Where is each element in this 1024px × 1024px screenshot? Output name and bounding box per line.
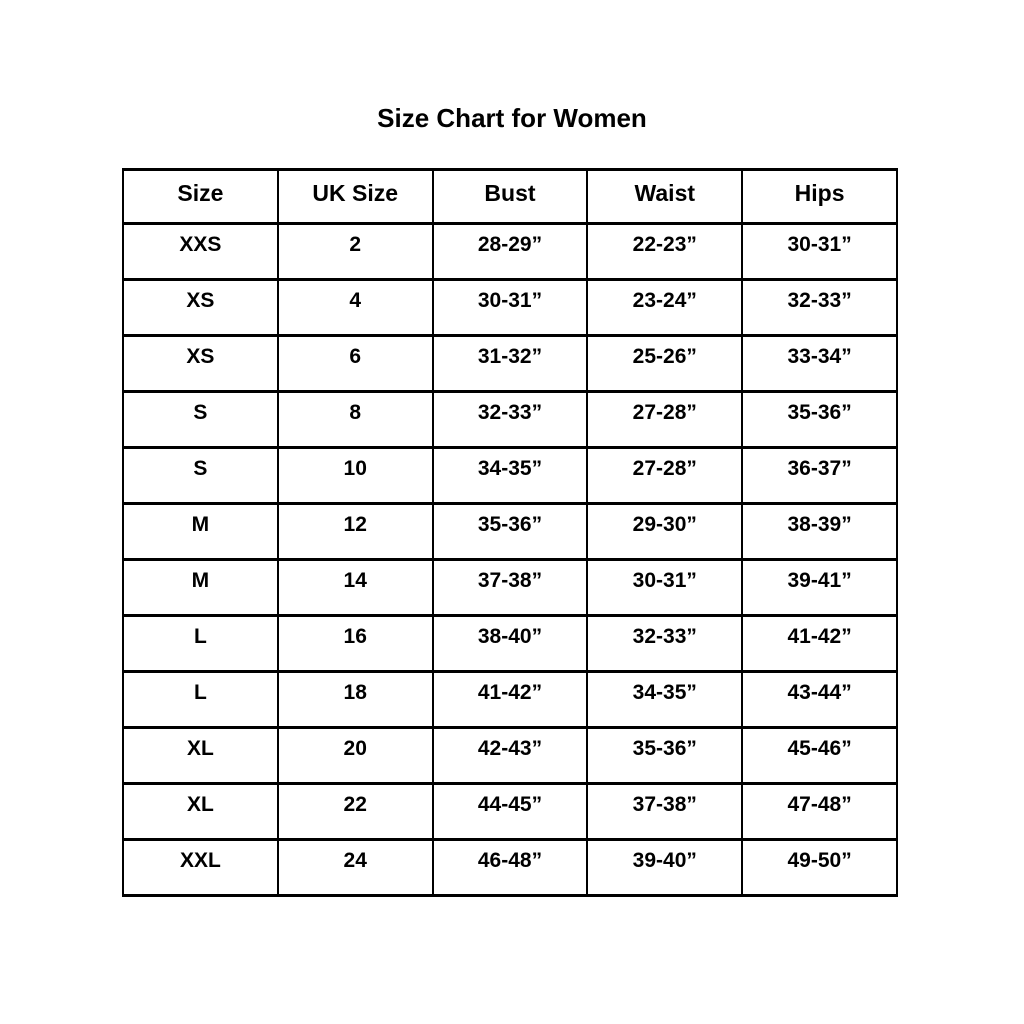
table-row: M 12 35-36” 29-30” 38-39” — [122, 502, 898, 561]
table-cell: 42-43” — [431, 726, 589, 785]
table-cell: S — [122, 390, 279, 449]
table-row: M 14 37-38” 30-31” 39-41” — [122, 558, 898, 617]
table-cell: 32-33” — [431, 390, 589, 449]
table-body: XXS 2 28-29” 22-23” 30-31” XS 4 30-31” 23-24” 32-… — [122, 222, 898, 897]
table-cell: 4 — [276, 278, 434, 337]
table-cell: 34-35” — [431, 446, 589, 505]
table-row: S 10 34-35” 27-28” 36-37” — [122, 446, 898, 505]
table-row: XL 22 44-45” 37-38” 47-48” — [122, 782, 898, 841]
page-title: Size Chart for Women — [377, 103, 647, 133]
table-cell: 6 — [276, 334, 434, 393]
table-header: Size UK Size Bust Waist Hips — [122, 168, 898, 225]
table-cell: M — [122, 558, 279, 617]
table-cell: 34-35” — [586, 670, 744, 729]
table-row: S 8 32-33” 27-28” 35-36” — [122, 390, 898, 449]
table-cell: 24 — [276, 838, 434, 897]
table-cell: 30-31” — [431, 278, 589, 337]
table-cell: XL — [122, 782, 279, 841]
table-row: L 16 38-40” 32-33” 41-42” — [122, 614, 898, 673]
column-header-bust: Bust — [431, 168, 589, 225]
column-header-uk-size: UK Size — [276, 168, 434, 225]
table-cell: 39-41” — [741, 558, 898, 617]
column-header-size: Size — [122, 168, 279, 225]
table-cell: 35-36” — [431, 502, 589, 561]
table-cell: 35-36” — [586, 726, 744, 785]
table-cell: 8 — [276, 390, 434, 449]
table-cell: 10 — [276, 446, 434, 505]
table-cell: 41-42” — [741, 614, 898, 673]
table-cell: 47-48” — [741, 782, 898, 841]
table-cell: 27-28” — [586, 446, 744, 505]
table-cell: 22 — [276, 782, 434, 841]
table-cell: XL — [122, 726, 279, 785]
table-row: XS 6 31-32” 25-26” 33-34” — [122, 334, 898, 393]
table-cell: 33-34” — [741, 334, 898, 393]
table-cell: 32-33” — [741, 278, 898, 337]
table-cell: 35-36” — [741, 390, 898, 449]
table-cell: S — [122, 446, 279, 505]
table-row: L 18 41-42” 34-35” 43-44” — [122, 670, 898, 729]
size-chart-table: Size UK Size Bust Waist Hips XXS 2 28-29” 22-23… — [122, 168, 898, 897]
table-cell: 30-31” — [741, 222, 898, 281]
table-row: XXS 2 28-29” 22-23” 30-31” — [122, 222, 898, 281]
table-cell: 23-24” — [586, 278, 744, 337]
table-cell: 43-44” — [741, 670, 898, 729]
table-row: XL 20 42-43” 35-36” 45-46” — [122, 726, 898, 785]
table-cell: XS — [122, 278, 279, 337]
table-cell: 16 — [276, 614, 434, 673]
table-cell: 12 — [276, 502, 434, 561]
table-cell: L — [122, 670, 279, 729]
table-cell: 31-32” — [431, 334, 589, 393]
table-cell: 14 — [276, 558, 434, 617]
table-cell: 38-39” — [741, 502, 898, 561]
table-cell: XXS — [122, 222, 279, 281]
table-cell: 18 — [276, 670, 434, 729]
table-cell: 28-29” — [431, 222, 589, 281]
table-cell: 25-26” — [586, 334, 744, 393]
table-cell: 37-38” — [586, 782, 744, 841]
table-cell: 20 — [276, 726, 434, 785]
table-cell: 22-23” — [586, 222, 744, 281]
column-header-hips: Hips — [741, 168, 898, 225]
table-cell: 29-30” — [586, 502, 744, 561]
table-cell: 45-46” — [741, 726, 898, 785]
table-cell: XXL — [122, 838, 279, 897]
table-cell: 44-45” — [431, 782, 589, 841]
table-cell: 2 — [276, 222, 434, 281]
table-cell: 32-33” — [586, 614, 744, 673]
table-cell: 41-42” — [431, 670, 589, 729]
table-cell: 37-38” — [431, 558, 589, 617]
table-cell: 38-40” — [431, 614, 589, 673]
table-cell: 27-28” — [586, 390, 744, 449]
table-cell: L — [122, 614, 279, 673]
table-cell: 39-40” — [586, 838, 744, 897]
table-cell: 30-31” — [586, 558, 744, 617]
table-row: XXL 24 46-48” 39-40” 49-50” — [122, 838, 898, 897]
table-cell: 36-37” — [741, 446, 898, 505]
table-cell: M — [122, 502, 279, 561]
header-row: Size UK Size Bust Waist Hips — [122, 168, 898, 225]
table-row: XS 4 30-31” 23-24” 32-33” — [122, 278, 898, 337]
table-cell: XS — [122, 334, 279, 393]
column-header-waist: Waist — [586, 168, 744, 225]
table-cell: 46-48” — [431, 838, 589, 897]
table-cell: 49-50” — [741, 838, 898, 897]
